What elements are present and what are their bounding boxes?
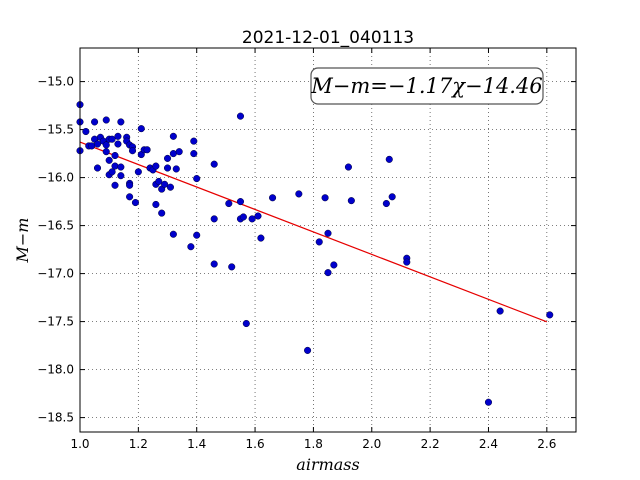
data-point (210, 260, 218, 268)
data-point (175, 148, 183, 156)
y-tick-label: −16.0 (37, 171, 74, 185)
y-tick-label: −18.0 (37, 363, 74, 377)
data-point (257, 234, 265, 242)
data-point (143, 146, 151, 154)
x-tick-label: 2.2 (421, 437, 440, 451)
x-tick-label: 1.0 (70, 437, 89, 451)
data-point (111, 162, 119, 170)
equation-box (310, 67, 544, 105)
x-tick-label: 2.0 (362, 437, 381, 451)
data-point (163, 164, 172, 172)
data-point (546, 311, 554, 319)
data-point (324, 269, 332, 277)
data-point (152, 200, 160, 209)
data-point (187, 243, 195, 251)
data-point (242, 319, 250, 328)
data-point (126, 193, 134, 201)
y-tick-label: −17.0 (37, 267, 74, 281)
data-point (108, 135, 116, 143)
data-point (166, 183, 174, 191)
data-point (239, 213, 247, 221)
data-point (228, 263, 236, 271)
data-point (131, 199, 139, 207)
x-tick-label: 1.2 (129, 437, 148, 451)
data-point (385, 155, 393, 163)
x-tick-label: 2.4 (479, 437, 498, 451)
data-point (210, 215, 218, 223)
data-point (137, 125, 145, 133)
y-tick-label: −15.5 (37, 123, 74, 137)
x-tick-label: 1.8 (304, 437, 323, 451)
fit-line (79, 141, 548, 323)
y-axis-label: M−m (13, 218, 32, 264)
data-point (347, 197, 355, 205)
scatter-points (76, 101, 554, 406)
axis-ticks: 1.0 1.2 1.4 1.6 1.8 2.0 2.2 2.4 2.6 −15.0 −15.5 −16… (37, 48, 576, 451)
data-point (496, 307, 504, 315)
x-tick-label: 1.6 (246, 437, 265, 451)
data-point (134, 168, 142, 176)
data-point (321, 194, 329, 202)
data-point (105, 156, 113, 164)
data-point (236, 198, 245, 206)
y-tick-label: −18.5 (37, 411, 74, 425)
data-point (254, 212, 262, 220)
data-point (269, 194, 277, 202)
data-point (193, 175, 201, 183)
data-point (172, 165, 180, 173)
data-point (236, 112, 245, 120)
data-point (158, 209, 166, 217)
data-point (111, 151, 119, 160)
data-point (169, 132, 177, 140)
data-point (82, 127, 90, 136)
equation-text: M−m=−1.17χ−14.46 (310, 74, 542, 98)
data-point (315, 238, 323, 246)
data-point (102, 116, 110, 124)
data-point (248, 215, 256, 223)
chart-title: 2021-12-01_040113 (242, 28, 414, 48)
data-point (304, 346, 312, 354)
data-point (193, 231, 201, 239)
data-point (114, 140, 122, 148)
y-tick-label: −16.5 (37, 219, 74, 233)
data-point (190, 137, 198, 145)
data-point (210, 160, 218, 168)
y-tick-label: −17.5 (37, 315, 74, 329)
data-point (111, 181, 119, 189)
data-point (190, 150, 198, 158)
data-point (93, 140, 102, 148)
data-point (155, 177, 163, 185)
data-point (117, 118, 125, 126)
data-point (324, 229, 332, 237)
data-point (163, 154, 172, 162)
data-point (161, 180, 169, 188)
equation-annotation: M−m=−1.17χ−14.46 (310, 67, 544, 105)
data-point (344, 163, 352, 171)
data-point (403, 258, 411, 266)
x-tick-label: 1.4 (187, 437, 206, 451)
x-axis-label: airmass (296, 455, 359, 474)
data-point (152, 162, 160, 170)
y-tick-label: −15.0 (37, 75, 74, 89)
data-point (108, 168, 116, 176)
plot-frame (79, 47, 577, 433)
data-point (388, 193, 396, 201)
data-point (128, 147, 137, 155)
data-point (484, 398, 493, 406)
x-tick-label: 2.6 (537, 437, 556, 451)
data-point (295, 190, 303, 198)
data-point (114, 132, 122, 140)
data-point (93, 164, 102, 172)
data-point (117, 172, 125, 180)
data-point (330, 261, 338, 269)
data-point (225, 199, 233, 208)
data-point (102, 148, 110, 156)
data-point (117, 163, 125, 171)
data-point (169, 230, 177, 238)
data-point (126, 181, 134, 189)
data-point (91, 118, 99, 126)
fit-line-group (79, 141, 548, 323)
data-point (382, 199, 390, 208)
